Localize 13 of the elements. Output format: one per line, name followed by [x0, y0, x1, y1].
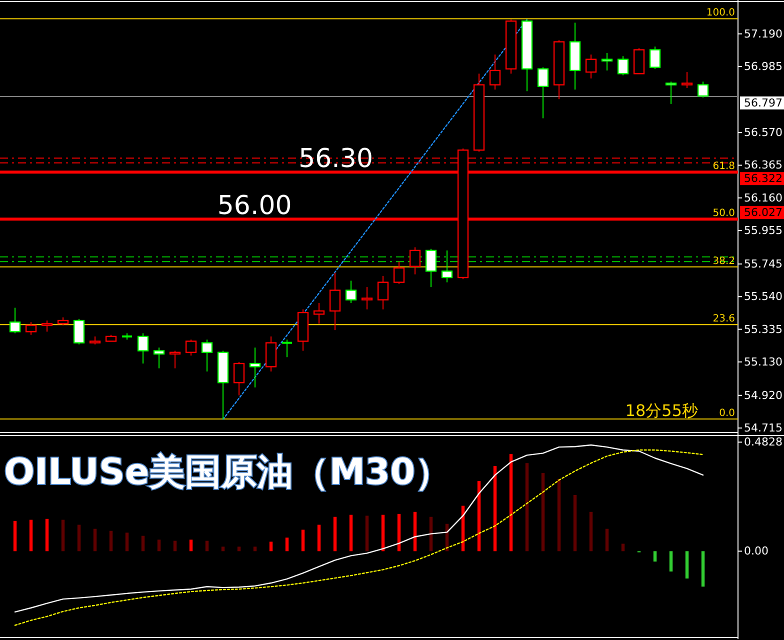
annotation: 61.8 — [712, 161, 735, 172]
ref-line-label: 56.797 — [744, 96, 782, 110]
annotation: 56.30 — [298, 144, 374, 174]
annotation: 0.0 — [719, 408, 735, 419]
ref-line-label: 56.027 — [744, 206, 782, 220]
annotation: 50.0 — [712, 208, 735, 220]
ref-line-label: 56.322 — [744, 172, 782, 186]
annotation: 18分55秒 — [625, 401, 698, 420]
annotation: 56.00 — [217, 191, 292, 222]
text: OILUSe美国原油（M30） — [4, 452, 452, 493]
annotation: 100.0 — [706, 8, 735, 19]
annotation: 38.2 — [712, 256, 735, 267]
annotation: 23.6 — [712, 314, 735, 325]
